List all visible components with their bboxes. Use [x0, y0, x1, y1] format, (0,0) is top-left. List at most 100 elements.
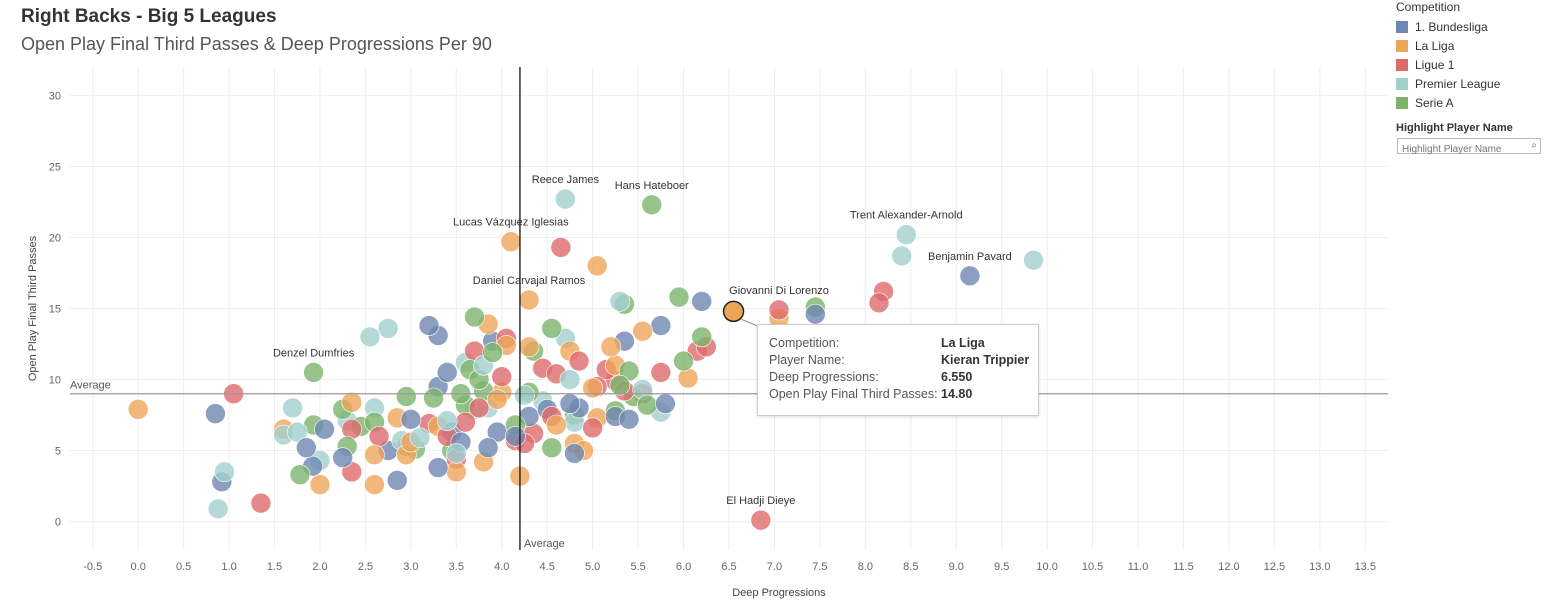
x-axis-title: Deep Progressions	[732, 587, 826, 599]
tooltip-label: Open Play Final Third Passes:	[769, 387, 938, 401]
chart-title: Right Backs - Big 5 Leagues	[21, 6, 277, 27]
player-annotation: Daniel Carvajal Ramos	[473, 275, 586, 287]
competition-legend: Competition 1. Bundesliga La Liga Ligue 1 P…	[1396, 0, 1556, 112]
data-point	[332, 447, 353, 468]
data-point	[582, 417, 603, 439]
x-tick-label: 10.0	[1036, 561, 1057, 573]
x-tick-label: 6.0	[676, 561, 691, 573]
y-average-label: Average	[70, 380, 111, 392]
data-point	[514, 384, 535, 406]
y-axis-title: Open Play Final Third Passes	[27, 235, 39, 381]
legend-item[interactable]: La Liga	[1396, 36, 1556, 55]
data-point	[400, 409, 422, 430]
tooltip-row-deep-progressions: Deep Progressions: 6.550	[769, 369, 1038, 386]
tooltip-row-player: Player Name: Kieran Trippier	[769, 352, 1038, 369]
x-tick-label: 3.5	[449, 561, 464, 573]
data-point	[446, 443, 467, 464]
legend-title: Competition	[1396, 0, 1461, 14]
tooltip-row-final-third-passes: Open Play Final Third Passes: 14.80	[769, 386, 1038, 403]
data-point	[895, 224, 917, 245]
y-tick-label: 10	[49, 375, 61, 387]
data-point	[650, 315, 672, 336]
player-annotation: Benjamin Pavard	[928, 251, 1012, 263]
data-point	[423, 387, 444, 409]
data-point	[482, 342, 503, 363]
data-point	[650, 362, 672, 383]
x-tick-label: 4.5	[540, 561, 555, 573]
legend-swatch	[1396, 20, 1408, 33]
player-annotation: Hans Hateboer	[615, 180, 689, 192]
tooltip-row-competition: Competition: La Liga	[769, 335, 1038, 352]
data-point	[655, 393, 676, 414]
data-point	[632, 320, 653, 342]
data-point	[691, 326, 713, 348]
highlight-player-field[interactable]: ⌕	[1397, 138, 1541, 157]
legend-label: La Liga	[1415, 38, 1455, 53]
x-tick-label: 11.0	[1128, 561, 1149, 573]
data-point	[250, 492, 272, 514]
x-tick-label: 11.5	[1173, 561, 1194, 573]
player-annotation: Lucas Vázquez Iglesias	[453, 217, 569, 229]
data-point	[505, 426, 526, 447]
player-annotation: Denzel Dumfries	[273, 347, 355, 359]
data-point	[377, 318, 399, 339]
data-point	[586, 255, 608, 277]
x-tick-label: 2.0	[312, 561, 327, 573]
highlighted-point	[722, 300, 745, 323]
legend-item[interactable]: Ligue 1	[1396, 55, 1556, 74]
tooltip-label: Competition:	[769, 336, 840, 350]
chart-subtitle: Open Play Final Third Passes & Deep Prog…	[21, 34, 492, 54]
legend-swatch	[1396, 77, 1408, 90]
data-point	[396, 386, 417, 407]
data-point	[127, 399, 149, 420]
data-point	[455, 411, 476, 433]
y-tick-label: 15	[49, 304, 61, 316]
y-tick-label: 25	[49, 161, 61, 173]
data-point	[750, 509, 772, 531]
highlight-player-title: Highlight Player Name	[1396, 122, 1513, 134]
data-point	[868, 292, 890, 314]
data-point	[368, 426, 390, 447]
x-tick-label: 5.0	[585, 561, 600, 573]
highlight-player-input[interactable]	[1398, 142, 1522, 157]
x-tick-label: 7.0	[767, 561, 782, 573]
x-tick-label: 9.5	[994, 561, 1009, 573]
data-point	[491, 366, 513, 387]
x-tick-label: 1.5	[267, 561, 282, 573]
x-tick-label: 8.0	[858, 561, 873, 573]
data-point	[436, 410, 458, 432]
legend-swatch	[1396, 39, 1408, 52]
x-tick-label: 8.5	[903, 561, 918, 573]
data-point	[564, 443, 585, 464]
legend-item[interactable]: Premier League	[1396, 74, 1556, 93]
tooltip-value: Kieran Trippier	[941, 353, 1030, 367]
x-tick-label: 0.5	[176, 561, 191, 573]
data-point	[214, 461, 235, 483]
data-point	[550, 237, 572, 258]
x-tick-label: 4.0	[494, 561, 509, 573]
data-point	[541, 437, 563, 459]
data-point	[1023, 249, 1044, 271]
x-tick-label: 6.5	[721, 561, 736, 573]
legend-item[interactable]: Serie A	[1396, 93, 1556, 112]
data-point	[207, 498, 229, 520]
data-point	[477, 437, 499, 459]
data-point	[891, 245, 913, 267]
data-point	[289, 464, 311, 486]
legend-item[interactable]: 1. Bundesliga	[1396, 17, 1556, 36]
legend-swatch	[1396, 96, 1408, 109]
tooltip-connector	[741, 318, 761, 328]
data-point	[673, 350, 694, 372]
tooltip-value: La Liga	[941, 336, 985, 350]
x-tick-label: 9.0	[949, 561, 964, 573]
data-point	[286, 421, 308, 443]
data-point	[691, 291, 713, 312]
legend-label: Serie A	[1415, 95, 1454, 110]
data-point	[805, 303, 826, 325]
data-point	[409, 427, 431, 449]
y-tick-label: 20	[49, 232, 61, 244]
search-icon[interactable]: ⌕	[1531, 140, 1537, 151]
data-point	[282, 397, 303, 419]
data-point	[418, 315, 440, 336]
tooltip-label: Deep Progressions:	[769, 370, 879, 384]
